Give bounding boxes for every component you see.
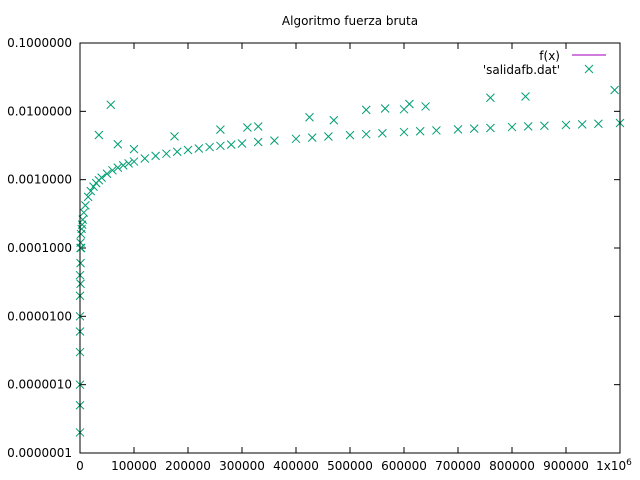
data-point: [94, 130, 104, 140]
data-point: [253, 122, 263, 131]
data-point: [378, 128, 387, 138]
x-tick-label: 0: [76, 459, 84, 473]
data-point: [102, 169, 112, 179]
data-point: [108, 165, 117, 175]
data-point: [405, 99, 414, 109]
data-point: [329, 115, 339, 125]
x-tick-label: 300000: [219, 459, 265, 473]
data-point: [380, 104, 390, 113]
data-point: [76, 258, 85, 268]
data-point: [507, 122, 517, 132]
legend-label-fx: f(x): [539, 49, 560, 63]
data-point: [523, 122, 533, 131]
data-point: [140, 154, 150, 163]
data-point: [79, 208, 89, 217]
data-point: [205, 142, 214, 152]
data-point: [421, 102, 430, 111]
data-point: [86, 186, 96, 196]
legend-marker-dat: [584, 64, 594, 74]
data-point: [216, 125, 225, 134]
y-tick-label: 0.0010000: [7, 173, 72, 187]
data-point: [183, 145, 193, 155]
scatter-series: [75, 85, 625, 437]
data-point: [76, 279, 85, 289]
data-point: [243, 123, 252, 132]
x-tick-label: 500000: [327, 459, 373, 473]
data-point: [361, 105, 371, 115]
data-point: [113, 139, 123, 149]
data-point: [81, 201, 90, 210]
data-point: [97, 173, 106, 183]
data-point: [106, 100, 116, 110]
data-point: [124, 159, 133, 168]
data-point: [216, 141, 225, 151]
plot-border: [79, 42, 621, 454]
x-tick-label: 100000: [111, 459, 157, 473]
x-tick-label: 600000: [381, 459, 427, 473]
data-point: [129, 144, 139, 154]
data-point: [113, 163, 123, 172]
data-point: [521, 92, 530, 101]
x-tick-label: 900000: [543, 459, 589, 473]
y-tick-label: 0.0001000: [7, 241, 72, 255]
data-point: [361, 129, 371, 139]
data-point: [432, 126, 441, 135]
y-tick-label: 0.0000100: [7, 309, 72, 323]
data-point: [540, 121, 549, 131]
data-point: [345, 130, 355, 140]
data-point: [194, 144, 204, 153]
y-tick-label: 0.0000001: [7, 446, 72, 460]
legend: f(x)'salidafb.dat': [483, 49, 606, 77]
data-point: [486, 123, 495, 133]
data-point: [415, 126, 425, 136]
data-point: [118, 160, 128, 170]
data-point: [151, 151, 160, 161]
x-tick-label: 200000: [165, 459, 211, 473]
data-point: [89, 182, 98, 192]
chart-title: Algoritmo fuerza bruta: [282, 14, 418, 28]
data-point: [226, 140, 236, 149]
data-point: [129, 157, 139, 166]
data-point: [577, 119, 587, 129]
y-tick-label: 0.0000010: [7, 378, 72, 392]
y-tick-label: 0.0100000: [7, 104, 72, 118]
data-point: [237, 139, 247, 148]
data-point: [76, 243, 86, 253]
axis-ticks: 0 100000 200000 300000 400000 500000 600000 700…: [7, 36, 632, 473]
data-point: [307, 133, 317, 143]
data-point: [324, 132, 333, 141]
x-tick-label: 1x106: [596, 458, 632, 473]
legend-label-dat: 'salidafb.dat': [483, 63, 560, 77]
data-point: [469, 124, 479, 134]
x-tick-label: 700000: [435, 459, 481, 473]
y-tick-label: 0.1000000: [7, 36, 72, 50]
data-point: [162, 149, 171, 159]
data-point: [170, 132, 179, 141]
data-point: [270, 136, 279, 145]
data-point: [486, 93, 495, 103]
x-tick-label: 400000: [273, 459, 319, 473]
data-point: [561, 120, 571, 130]
data-point: [253, 137, 263, 147]
data-point: [594, 119, 603, 129]
data-point: [77, 224, 86, 234]
data-point: [291, 134, 301, 144]
data-point: [399, 127, 409, 137]
data-point: [172, 147, 182, 157]
x-tick-label: 800000: [489, 459, 535, 473]
data-point: [305, 112, 314, 122]
data-point: [610, 85, 619, 95]
data-point: [453, 125, 463, 134]
data-point: [83, 192, 93, 202]
